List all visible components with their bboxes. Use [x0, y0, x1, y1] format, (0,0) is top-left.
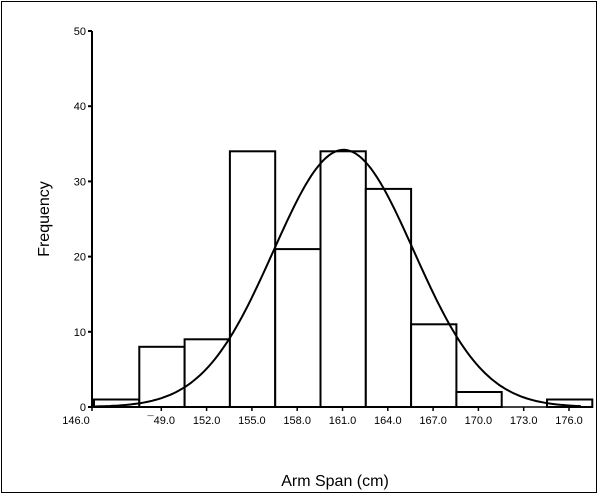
y-tick-label: 50 — [74, 26, 86, 38]
y-tick-label: 10 — [74, 327, 86, 339]
x-tick-label: 164.0 — [374, 415, 402, 427]
x-tick-label: 155.0 — [238, 415, 266, 427]
y-tick-label: 20 — [74, 252, 86, 264]
x-axis-title: Arm Span (cm) — [281, 473, 389, 490]
x-tick-label: 170.0 — [465, 415, 493, 427]
bars-group — [93, 150, 594, 408]
x-tick-label: ¯49.0 — [147, 415, 175, 427]
x-tick-label: 161.0 — [329, 415, 357, 427]
histogram-bar — [274, 248, 322, 408]
x-tick-label: 146.0 — [62, 415, 90, 427]
histogram-bar — [455, 391, 503, 408]
y-tick-label: 40 — [74, 101, 86, 113]
histogram-bar — [228, 150, 277, 408]
x-tick-label: 152.0 — [193, 415, 221, 427]
normal-curve — [91, 148, 582, 408]
x-tick-label: 167.0 — [419, 415, 447, 427]
x-tick-label: 173.0 — [510, 415, 538, 427]
histogram-bar — [364, 187, 413, 408]
histogram-bar — [319, 150, 367, 408]
x-tick-label: 176.0 — [555, 415, 583, 427]
y-axis-title: Frequency — [36, 181, 53, 257]
histogram-bar — [410, 323, 458, 408]
y-tick-label: 30 — [74, 176, 86, 188]
y-ticks-group: 0 10 20 30 40 50 — [74, 26, 92, 414]
y-tick-label: 0 — [80, 402, 86, 414]
x-ticks-group: 146.0 ¯49.0 152.0 155.0 158.0 161.0 164.0 167.0… — [62, 407, 583, 427]
x-tick-label: 158.0 — [283, 415, 311, 427]
